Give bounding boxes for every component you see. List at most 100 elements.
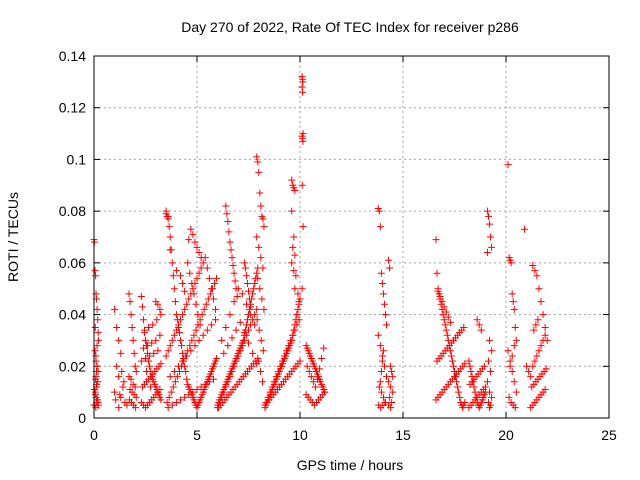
data-point [129,336,137,344]
data-point [157,311,165,319]
y-tick-label: 0.12 [59,100,86,116]
data-point [486,220,494,228]
data-point [254,158,262,166]
data-point [260,223,268,231]
data-point [243,280,251,288]
data-point [254,274,262,282]
data-point [165,223,173,231]
data-point [529,362,537,370]
data-point [251,321,259,329]
data-point [259,347,267,355]
data-point [181,393,189,401]
data-point [512,336,520,344]
data-point [169,383,177,391]
data-point [270,378,278,386]
data-point [256,285,264,293]
data-point [118,367,126,375]
data-point [253,233,261,241]
data-point [94,396,102,404]
data-point [193,386,201,394]
data-point [232,326,240,334]
data-point [226,373,234,381]
data-point [508,290,516,298]
data-point [292,272,300,280]
data-point [177,272,185,280]
data-point [230,362,238,370]
data-point [389,373,397,381]
data-point [192,300,200,308]
data-point [448,357,456,365]
data-point [442,326,450,334]
data-point [132,367,140,375]
data-point [511,324,519,331]
data-point [374,331,382,339]
data-point [387,383,395,391]
data-point [254,357,262,365]
data-point [224,342,232,350]
data-point [127,311,135,319]
data-point [376,378,384,386]
data-point [245,339,252,347]
data-point [251,280,259,288]
data-point [142,355,149,363]
data-point [385,378,393,386]
data-point [249,349,257,357]
data-point [257,336,265,344]
data-point [231,277,239,285]
data-point [200,305,208,313]
data-point [379,347,387,355]
plot-frame [93,55,610,419]
data-point [484,357,492,365]
data-point [509,298,517,306]
data-point [245,326,252,334]
data-point [172,311,180,319]
data-point [266,388,274,396]
data-point [289,243,297,251]
data-point [181,305,189,313]
data-point [291,285,299,293]
data-point [256,189,264,197]
data-point [93,383,101,391]
data-point [386,264,394,272]
data-point [298,83,306,91]
data-point [256,367,264,375]
data-point [113,324,121,331]
data-point [93,305,101,313]
data-point [321,388,329,396]
data-point [142,336,149,344]
data-point [132,393,140,401]
data-point [510,342,518,350]
data-point [434,287,442,295]
data-point [230,269,238,277]
data-point [157,360,165,368]
data-point [259,264,267,272]
data-point [137,292,145,300]
data-point [287,336,295,344]
data-point [309,378,317,386]
data-point [483,207,491,215]
data-point [539,311,547,319]
data-point [168,401,176,409]
data-point [157,396,165,404]
data-point [94,378,102,386]
y-tick-label: 0.1 [67,151,87,167]
data-point [170,331,178,339]
data-point [488,393,496,401]
data-point [192,326,200,334]
data-point [510,305,518,313]
data-point [475,321,483,329]
x-tick-label: 10 [292,427,308,443]
data-point [170,285,178,293]
data-point [264,393,272,401]
data-point [115,336,123,344]
data-point [533,352,541,360]
data-point [183,352,191,360]
x-tick-label: 0 [90,427,98,443]
data-point [145,324,153,331]
data-point [179,311,187,319]
data-point [453,378,461,386]
data-point [532,321,540,329]
data-point [253,316,261,324]
data-point [182,367,190,375]
data-point [541,331,549,339]
